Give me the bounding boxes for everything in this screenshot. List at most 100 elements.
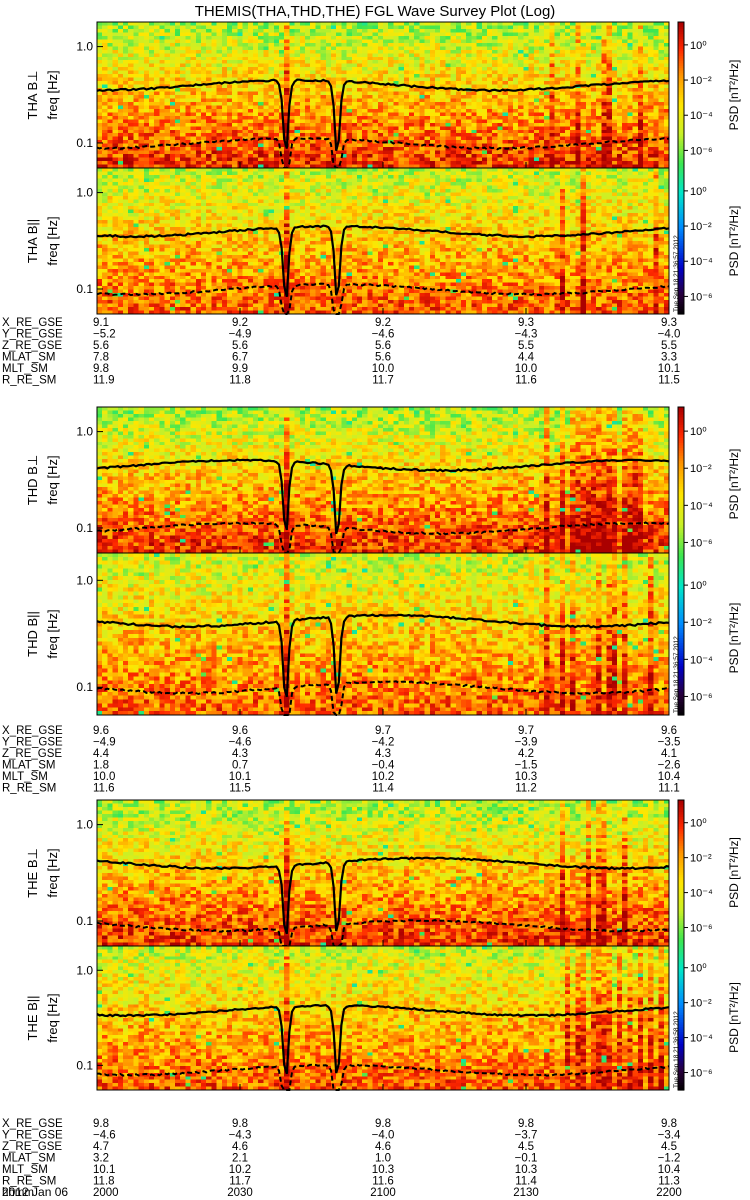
heatmap-cell — [362, 49, 368, 54]
heatmap-cell — [102, 91, 108, 96]
heatmap-cell — [185, 63, 192, 68]
heatmap-cell — [544, 32, 550, 37]
heatmap-cell — [336, 88, 342, 93]
heatmap-cell — [372, 46, 379, 51]
heatmap-cell — [637, 95, 644, 100]
heatmap-cell — [528, 49, 535, 54]
heatmap-cell — [424, 88, 431, 93]
heatmap-cell — [185, 35, 192, 40]
heatmap-cell — [247, 108, 254, 113]
heatmap-cell — [471, 161, 478, 166]
heatmap-cell — [357, 95, 363, 100]
heatmap-cell — [507, 143, 514, 148]
heatmap-cell — [237, 42, 244, 47]
heatmap-cell — [523, 122, 530, 127]
heatmap-cell — [102, 199, 108, 204]
heatmap-cell — [279, 60, 285, 65]
heatmap-cell — [476, 126, 483, 131]
heatmap-cell — [190, 164, 197, 169]
heatmap-cell — [429, 77, 436, 82]
heatmap-cell — [653, 63, 660, 68]
heatmap-cell — [648, 126, 654, 131]
heatmap-cell — [507, 70, 514, 75]
heatmap-cell — [414, 81, 420, 86]
heatmap-cell — [658, 101, 665, 107]
heatmap-cell — [289, 98, 296, 103]
heatmap-cell — [393, 70, 400, 75]
heatmap-cell — [169, 150, 176, 155]
heatmap-cell — [601, 28, 608, 34]
heatmap-cell — [450, 95, 457, 100]
heatmap-cell — [617, 115, 623, 120]
heatmap-cell — [403, 56, 410, 61]
heatmap-cell — [279, 119, 285, 124]
heatmap-cell — [481, 63, 488, 68]
heatmap-cell — [377, 101, 384, 107]
heatmap-cell — [258, 108, 264, 113]
heatmap-cell — [388, 25, 394, 30]
heatmap-cell — [97, 91, 103, 96]
heatmap-cell — [138, 174, 145, 180]
heatmap-cell — [299, 101, 306, 107]
heatmap-cell — [471, 129, 478, 134]
heatmap-cell — [393, 74, 400, 79]
heatmap-cell — [123, 39, 129, 44]
heatmap-cell — [648, 60, 654, 65]
heatmap-cell — [289, 63, 296, 68]
heatmap-cell — [440, 25, 446, 30]
heatmap-cell — [606, 119, 613, 124]
heatmap-cell — [575, 147, 582, 152]
heatmap-cell — [310, 67, 316, 72]
heatmap-cell — [476, 157, 483, 162]
heatmap-cell — [575, 91, 582, 96]
heatmap-cell — [648, 46, 654, 51]
heatmap-cell — [565, 98, 571, 103]
heatmap-cell — [632, 25, 639, 30]
heatmap-cell — [242, 63, 249, 68]
heatmap-cell — [258, 122, 264, 127]
heatmap-cell — [206, 136, 212, 141]
heatmap-cell — [299, 74, 306, 79]
heatmap-cell — [539, 105, 545, 110]
heatmap-cell — [580, 161, 587, 166]
heatmap-cell — [117, 42, 124, 47]
heatmap-cell — [455, 46, 462, 51]
heatmap-cell — [585, 46, 592, 51]
heatmap-cell — [117, 49, 124, 54]
heatmap-cell — [409, 22, 415, 27]
heatmap-cell — [663, 101, 670, 107]
heatmap-cell — [663, 133, 670, 138]
heatmap-cell — [331, 150, 337, 155]
heatmap-cell — [429, 22, 436, 27]
heatmap-cell — [138, 192, 145, 197]
heatmap-cell — [273, 70, 280, 75]
heatmap-cell — [372, 126, 379, 131]
heatmap-cell — [617, 84, 623, 89]
heatmap-cell — [123, 60, 129, 65]
heatmap-cell — [617, 60, 623, 65]
heatmap-cell — [544, 108, 550, 113]
heatmap-cell — [533, 28, 540, 34]
heatmap-cell — [611, 49, 618, 54]
heatmap-cell — [419, 22, 426, 27]
heatmap-cell — [128, 268, 134, 273]
heatmap-cell — [502, 140, 509, 145]
heatmap-cell — [320, 63, 327, 68]
heatmap-cell — [580, 46, 587, 51]
heatmap-cell — [112, 244, 119, 249]
heatmap-cell — [117, 251, 124, 256]
heatmap-cell — [554, 28, 561, 34]
heatmap-cell — [606, 101, 613, 107]
heatmap-cell — [419, 150, 426, 155]
heatmap-cell — [565, 108, 571, 113]
heatmap-cell — [424, 126, 431, 131]
heatmap-cell — [97, 35, 103, 40]
heatmap-cell — [466, 105, 472, 110]
heatmap-cell — [180, 49, 186, 54]
heatmap-cell — [133, 258, 140, 263]
heatmap-cell — [216, 25, 223, 30]
heatmap-cell — [372, 53, 379, 58]
heatmap-cell — [247, 81, 254, 86]
heatmap-cell — [424, 115, 431, 120]
heatmap-cell — [450, 88, 457, 93]
